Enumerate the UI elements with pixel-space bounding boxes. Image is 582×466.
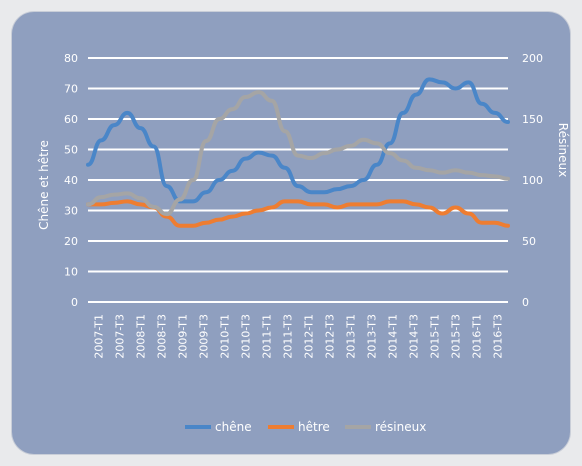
legend-label: chêne: [215, 420, 252, 434]
x-tick-label: 2013-T1: [345, 314, 358, 359]
left-tick-label: 0: [71, 296, 78, 309]
right-tick-label: 150: [522, 113, 543, 126]
left-axis-title: Chêne et hêtre: [37, 140, 51, 230]
x-tick-label: 2008-T1: [135, 314, 148, 359]
left-tick-label: 40: [64, 174, 78, 187]
left-tick-label: 70: [64, 83, 78, 96]
x-tick-label: 2016-T3: [492, 314, 505, 359]
x-tick-label: 2009-T1: [177, 314, 190, 359]
right-tick-label: 0: [522, 296, 529, 309]
left-tick-label: 20: [64, 235, 78, 248]
x-tick-label: 2014-T1: [387, 314, 400, 359]
chart-panel: [12, 12, 570, 454]
series-line-2: [86, 90, 510, 217]
right-tick-label: 200: [522, 52, 543, 65]
right-axis-title: Résineux: [556, 123, 570, 177]
x-axis-ticks: 2007-T1 2007-T3 2008-T1 2008-T3 2009-T1 2009-…: [93, 314, 505, 359]
x-tick-label: 2010-T3: [240, 314, 253, 359]
x-tick-label: 2008-T3: [156, 314, 169, 359]
legend-label: hêtre: [298, 420, 330, 434]
left-tick-label: 60: [64, 113, 78, 126]
x-tick-label: 2011-T3: [282, 314, 295, 359]
x-tick-label: 2007-T3: [114, 314, 127, 359]
left-tick-label: 10: [64, 266, 78, 279]
x-tick-label: 2013-T3: [366, 314, 379, 359]
legend: chêne hêtre résineux: [185, 420, 426, 434]
x-tick-label: 2009-T3: [198, 314, 211, 359]
right-axis-ticks: 0 50 100 150 200: [522, 52, 543, 309]
right-tick-label: 50: [522, 235, 536, 248]
left-tick-label: 80: [64, 52, 78, 65]
series-lines: [86, 77, 510, 228]
x-tick-label: 2016-T1: [471, 314, 484, 359]
x-tick-label: 2012-T3: [324, 314, 337, 359]
x-tick-label: 2015-T1: [429, 314, 442, 359]
left-axis-ticks: 0 10 20 30 40 50 60 70 80: [64, 52, 78, 309]
left-tick-label: 50: [64, 144, 78, 157]
right-tick-label: 100: [522, 174, 543, 187]
x-tick-label: 2012-T1: [303, 314, 316, 359]
left-tick-label: 30: [64, 205, 78, 218]
legend-label: résineux: [375, 420, 426, 434]
x-tick-label: 2010-T1: [219, 314, 232, 359]
x-tick-label: 2007-T1: [93, 314, 106, 359]
series-line-0: [86, 77, 510, 204]
x-tick-label: 2014-T3: [408, 314, 421, 359]
x-tick-label: 2011-T1: [261, 314, 274, 359]
x-tick-label: 2015-T3: [450, 314, 463, 359]
gridlines: [88, 57, 508, 303]
